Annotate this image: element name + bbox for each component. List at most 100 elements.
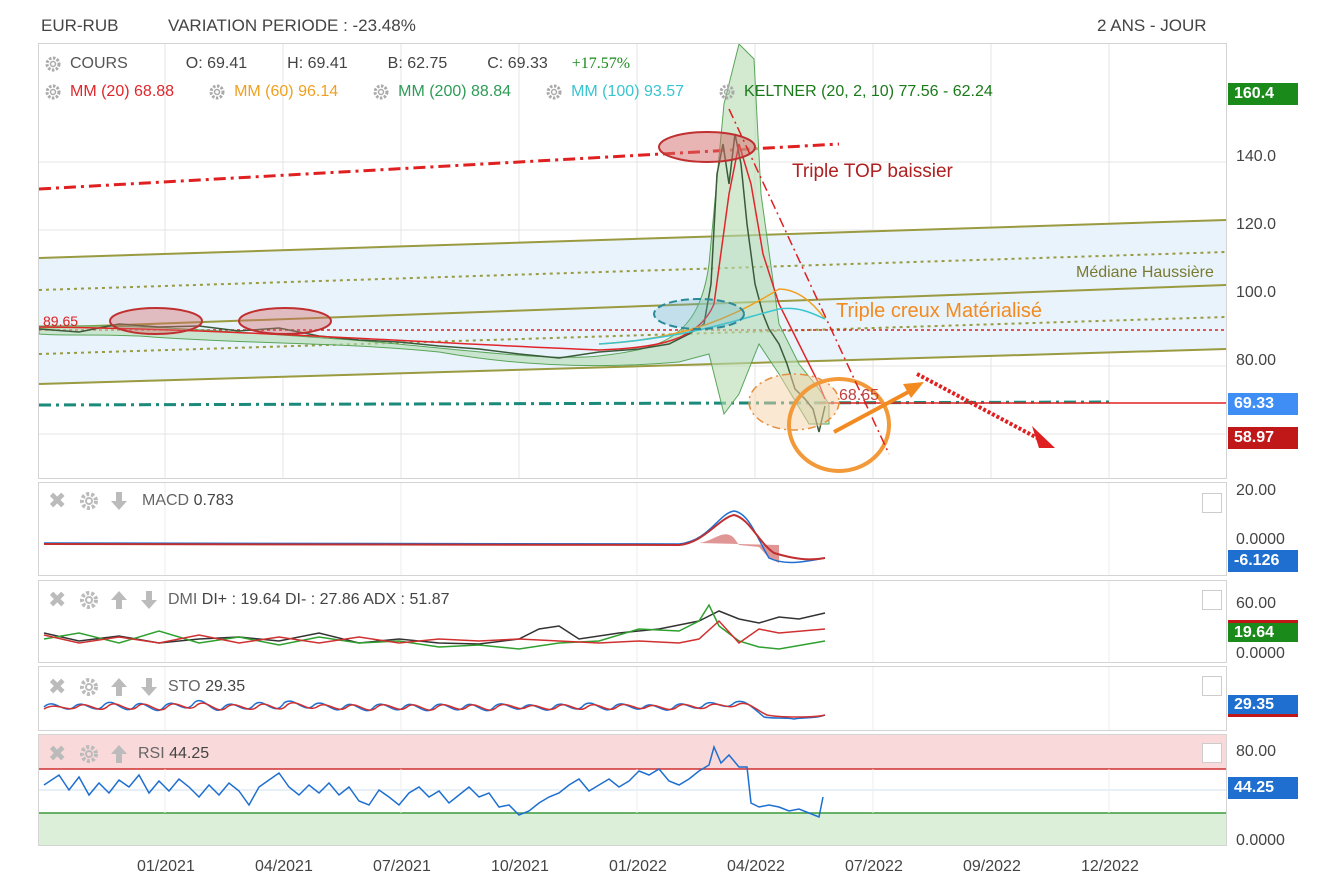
gear-icon[interactable] [78,490,100,512]
macd-histogram [699,534,779,563]
keltner-text: KELTNER (20, 2, 10) [744,83,895,100]
macd-controls: ✖ MACD 0.783 [48,490,234,512]
ma60-legend[interactable]: MM (60) 96.14 [208,83,338,101]
rsi-overbought-zone [39,735,1226,769]
ohlc-legend: COURS O: 69.41 H: 69.41 B: 62.75 C: 69.3… [44,55,630,73]
macd-panel[interactable] [38,482,1227,576]
sto-panel[interactable] [38,666,1227,731]
macd-name: MACD [142,492,190,509]
level-6865-label: 68.65 [839,387,879,404]
main-chart-panel[interactable]: Triple TOP baissier Triple creux Matéria… [38,43,1227,479]
ma100-line [598,307,826,345]
rsi-panel[interactable] [38,734,1227,846]
ma200-text: MM (200) [398,83,467,100]
date-label: 10/2021 [491,858,549,875]
dmi-name: DMI [168,591,198,608]
sto-checkbox[interactable] [1202,676,1222,696]
rsi-controls: ✖ RSI 44.25 [48,743,209,765]
date-label: 07/2022 [845,858,903,875]
triple-top-label: Triple TOP baissier [792,161,954,182]
red-arrow-head [1032,426,1055,448]
gear-icon[interactable] [545,83,563,101]
sto-d-line [43,702,826,718]
date-label: 09/2022 [963,858,1021,875]
close-icon[interactable]: ✖ [48,587,67,612]
macd-tag: -6.126 [1228,550,1298,572]
ma60-text: MM (60) [234,83,294,100]
axis-label-120: 120.0 [1236,216,1277,233]
keltner-value: 77.56 - 62.24 [898,83,993,100]
main-chart-svg: Triple TOP baissier Triple creux Matéria… [39,44,1226,478]
ma60-value: 96.14 [298,83,339,100]
median-dotted-line [39,251,1226,291]
focus-circle [787,377,891,473]
macd-axis-0: 0.0000 [1236,531,1285,548]
close-value: C: 69.33 [487,55,548,72]
bottom-ellipse-2 [238,307,332,335]
mediane-label: Médiane Haussière [1076,264,1214,281]
ma200-value: 88.84 [471,83,512,100]
gear-icon[interactable] [78,589,100,611]
macd-checkbox[interactable] [1202,493,1222,513]
price-tag-low: 58.97 [1228,427,1298,449]
ma100-text: MM (100) [571,83,640,100]
ma20-legend[interactable]: MM (20) 68.88 [44,83,174,101]
ma200-legend[interactable]: MM (200) 88.84 [372,83,511,101]
close-icon[interactable]: ✖ [48,674,67,699]
period-selector[interactable]: 2 ANS - JOUR [1097,16,1207,35]
rsi-axis-80: 80.00 [1236,743,1277,760]
sto-value: 29.35 [205,678,246,695]
date-label: 04/2021 [255,858,313,875]
date-label: 12/2022 [1081,858,1139,875]
dmi-tag: 19.64 [1228,620,1298,642]
dmi-svg [43,581,1110,662]
arrow-down-icon[interactable] [138,676,160,698]
red-dotted-arrow-line [916,372,1044,443]
gear-icon[interactable] [78,676,100,698]
keltner-legend[interactable]: KELTNER (20, 2, 10) 77.56 - 62.24 [718,83,993,101]
di-minus-line [43,619,826,644]
cours-settings[interactable]: COURS [44,55,128,73]
ma100-legend[interactable]: MM (100) 93.57 [545,83,684,101]
dmi-controls: ✖ DMI DI+ : 19.64 DI- : 27.86 ADX : 51.8… [48,589,449,611]
rsi-oversold-zone [39,813,1226,845]
arrow-up-icon[interactable] [108,676,130,698]
sto-controls: ✖ STO 29.35 [48,676,245,698]
arrow-up-icon[interactable] [108,743,130,765]
channel-bottom-line [39,348,1226,385]
ma20-value: 68.88 [134,83,175,100]
channel-top-line [39,219,1226,259]
dmi-checkbox[interactable] [1202,590,1222,610]
axis-label-140: 140.0 [1236,148,1277,165]
close-icon[interactable]: ✖ [48,741,67,766]
dmi-panel[interactable] [38,580,1227,663]
gear-icon[interactable] [208,83,226,101]
gear-icon[interactable] [44,55,62,73]
arrow-down-icon[interactable] [138,589,160,611]
triple-creux-label: Triple creux Matérialisé [836,300,1042,322]
gear-icon[interactable] [718,83,736,101]
gear-icon[interactable] [78,743,100,765]
orange-arrow-line [833,388,913,434]
triple-top-ellipse [658,131,756,163]
arrow-down-icon[interactable] [108,490,130,512]
arrow-up-icon[interactable] [108,589,130,611]
gear-icon[interactable] [44,83,62,101]
sto-svg [43,667,1110,730]
channel-mid-line [39,284,1226,329]
price-tag-high: 160.4 [1228,83,1298,105]
left-level-label: 89.65 [43,313,78,329]
ma20-text: MM (20) [70,83,130,100]
bottom-ellipse-3 [653,298,745,330]
close-icon[interactable]: ✖ [48,488,67,513]
dmi-value: DI+ : 19.64 DI- : 27.86 ADX : 51.87 [201,591,450,608]
rsi-name: RSI [138,745,165,762]
date-label: 01/2021 [137,858,195,875]
gear-icon[interactable] [372,83,390,101]
axis-label-100: 100.0 [1236,284,1277,301]
bottom-ellipse-1 [109,307,203,335]
macd-svg [43,483,1110,575]
macd-value: 0.783 [193,492,234,509]
orange-arrow-head [903,382,924,398]
rsi-checkbox[interactable] [1202,743,1222,763]
